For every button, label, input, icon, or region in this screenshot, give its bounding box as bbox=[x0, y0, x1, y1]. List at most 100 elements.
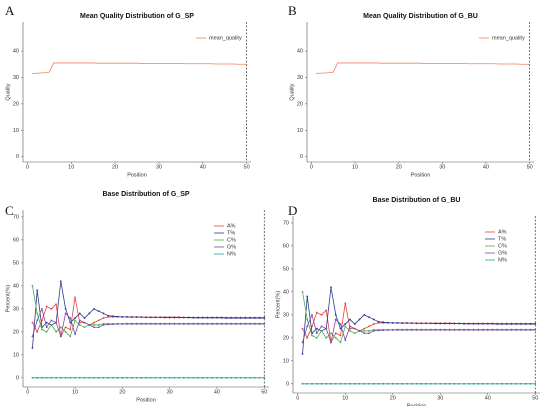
x-tick-label: 50 bbox=[261, 389, 267, 395]
series-line bbox=[302, 303, 536, 344]
data-point bbox=[496, 323, 499, 325]
data-point bbox=[453, 382, 456, 385]
data-point bbox=[64, 326, 67, 329]
x-tick-label: 50 bbox=[527, 164, 533, 170]
data-point bbox=[187, 323, 190, 325]
data-point bbox=[420, 329, 423, 331]
x-axis-label: Position bbox=[407, 403, 427, 406]
data-point bbox=[31, 284, 34, 287]
data-point bbox=[121, 315, 124, 318]
data-point bbox=[463, 382, 465, 385]
data-point bbox=[145, 323, 147, 325]
chart-title: Mean Quality Distribution of G_BU bbox=[363, 13, 478, 20]
data-point bbox=[244, 317, 247, 319]
x-tick-label: 20 bbox=[396, 164, 402, 170]
legend-label: G% bbox=[498, 250, 507, 256]
data-point bbox=[187, 316, 190, 319]
x-tick-label: 10 bbox=[342, 395, 348, 401]
data-point bbox=[83, 326, 86, 329]
data-point bbox=[529, 329, 532, 331]
data-point bbox=[50, 307, 53, 310]
data-point bbox=[467, 382, 470, 385]
data-point bbox=[140, 316, 143, 319]
data-point bbox=[154, 376, 157, 379]
data-point bbox=[74, 296, 76, 299]
data-point bbox=[258, 323, 261, 325]
data-point bbox=[301, 382, 304, 385]
data-point bbox=[178, 376, 181, 379]
data-point bbox=[434, 322, 437, 325]
data-point bbox=[74, 376, 76, 379]
data-point bbox=[59, 280, 62, 283]
x-tick-label: 20 bbox=[390, 395, 396, 401]
data-point bbox=[377, 382, 380, 385]
data-point bbox=[258, 317, 261, 319]
data-point bbox=[249, 317, 251, 319]
data-point bbox=[182, 323, 185, 325]
x-tick-label: 40 bbox=[214, 389, 220, 395]
chart-title: Base Distribution of G_SP bbox=[102, 191, 189, 198]
data-point bbox=[339, 327, 342, 330]
data-point bbox=[301, 353, 304, 355]
data-point bbox=[501, 323, 503, 325]
data-point bbox=[315, 327, 318, 330]
data-point bbox=[401, 382, 404, 385]
data-point bbox=[88, 312, 91, 315]
data-point bbox=[387, 329, 389, 331]
data-point bbox=[168, 323, 171, 325]
data-point bbox=[64, 307, 67, 310]
data-point bbox=[358, 330, 361, 332]
data-point bbox=[353, 327, 356, 330]
data-point bbox=[382, 329, 385, 332]
series-line bbox=[32, 297, 265, 338]
data-point bbox=[258, 376, 261, 379]
chart-title: Mean Quality Distribution of G_SP bbox=[80, 13, 194, 20]
data-point bbox=[159, 376, 162, 379]
data-point bbox=[349, 382, 351, 385]
data-point bbox=[263, 323, 266, 325]
data-point bbox=[377, 320, 380, 323]
data-point bbox=[107, 323, 110, 326]
data-point bbox=[491, 382, 494, 385]
x-tick-label: 30 bbox=[167, 389, 173, 395]
data-point bbox=[425, 329, 427, 331]
y-tick-label: 30 bbox=[297, 75, 303, 81]
data-point bbox=[382, 321, 385, 324]
data-point bbox=[496, 329, 499, 331]
data-point bbox=[491, 322, 494, 325]
data-point bbox=[126, 376, 128, 379]
data-point bbox=[448, 382, 451, 385]
data-point bbox=[415, 382, 418, 385]
data-point bbox=[315, 332, 318, 335]
data-point bbox=[64, 376, 67, 379]
y-tick-label: 60 bbox=[13, 237, 19, 243]
data-point bbox=[50, 319, 53, 322]
data-point bbox=[69, 317, 72, 319]
data-point bbox=[149, 316, 152, 319]
data-point bbox=[234, 376, 237, 379]
panel-label: A bbox=[5, 3, 15, 18]
data-point bbox=[36, 330, 39, 333]
data-point bbox=[306, 325, 309, 328]
data-point bbox=[410, 322, 413, 325]
data-point bbox=[434, 382, 437, 385]
data-point bbox=[69, 335, 72, 338]
data-point bbox=[206, 376, 209, 379]
data-point bbox=[93, 321, 95, 324]
data-point bbox=[524, 329, 527, 331]
y-axis-label: Percent(%) bbox=[275, 291, 281, 319]
data-point bbox=[31, 335, 34, 338]
data-point bbox=[135, 376, 138, 379]
y-tick-label: 10 bbox=[13, 352, 19, 358]
data-point bbox=[486, 322, 489, 325]
data-point bbox=[230, 323, 233, 325]
data-point bbox=[135, 323, 138, 325]
data-point bbox=[534, 323, 537, 325]
data-point bbox=[197, 316, 199, 319]
data-point bbox=[467, 329, 470, 331]
data-point bbox=[339, 334, 342, 337]
data-point bbox=[353, 332, 356, 335]
data-point bbox=[401, 322, 404, 325]
data-point bbox=[311, 313, 313, 316]
